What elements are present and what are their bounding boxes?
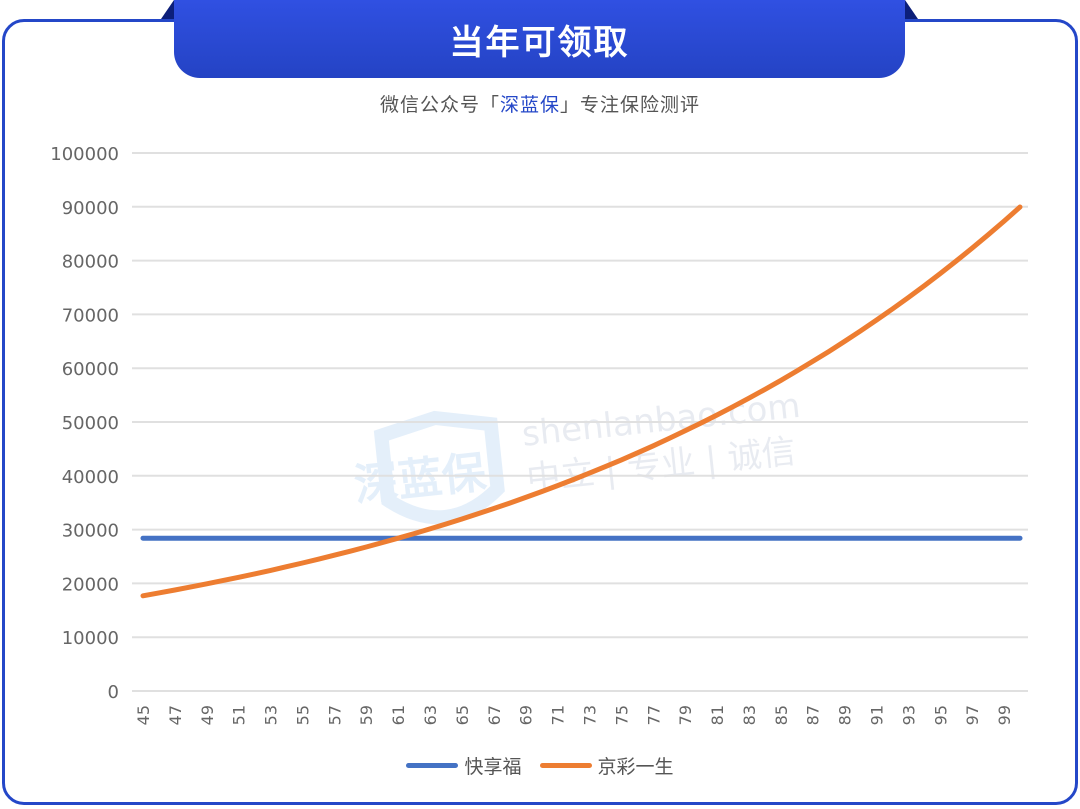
y-tick-label: 20000 <box>62 574 119 595</box>
x-tick-label: 47 <box>166 705 185 725</box>
title-banner: 当年可领取 <box>174 0 905 78</box>
legend-swatch-orange <box>539 763 592 768</box>
y-tick-label: 90000 <box>62 198 119 219</box>
x-tick-label: 77 <box>644 705 663 725</box>
x-tick-label: 75 <box>612 705 631 725</box>
chart-frame <box>2 19 1078 805</box>
x-tick-label: 69 <box>517 705 536 725</box>
legend-item-jingcaiyisheng[interactable]: 京彩一生 <box>539 752 674 779</box>
x-tick-label: 61 <box>389 705 408 725</box>
y-tick-label: 50000 <box>62 413 119 434</box>
x-tick-label: 67 <box>485 705 504 725</box>
subtitle-prefix: 微信公众号「 <box>379 94 500 116</box>
x-tick-label: 55 <box>293 705 312 725</box>
chart-subtitle: 微信公众号「深蓝保」专注保险测评 <box>0 90 1080 117</box>
series-line-1[interactable] <box>140 204 1023 599</box>
x-tick-label: 97 <box>963 705 982 725</box>
x-tick-label: 57 <box>325 705 344 725</box>
x-tick-label: 83 <box>740 705 759 725</box>
x-tick-label: 53 <box>262 705 281 725</box>
legend-swatch-blue <box>406 763 459 768</box>
title-tab-fold-right <box>905 0 918 19</box>
x-tick-label: 85 <box>772 705 791 725</box>
title-tab-fold-left <box>161 0 174 19</box>
x-tick-label: 45 <box>134 705 153 725</box>
x-tick-label: 73 <box>580 705 599 725</box>
x-tick-label: 81 <box>708 705 727 725</box>
legend-item-kuaixiangfu[interactable]: 快享福 <box>406 752 522 779</box>
legend-label: 快享福 <box>464 756 522 778</box>
x-tick-label: 95 <box>931 705 950 725</box>
y-tick-label: 70000 <box>62 305 119 326</box>
y-axis: 0 10000 20000 30000 40000 50000 60000 70000 8000… <box>50 144 119 703</box>
y-tick-label: 80000 <box>62 252 119 273</box>
x-tick-label: 89 <box>836 705 855 725</box>
x-tick-label: 87 <box>804 705 823 725</box>
y-tick-label: 60000 <box>62 359 119 380</box>
x-tick-label: 51 <box>230 705 249 725</box>
x-tick-label: 49 <box>198 705 217 725</box>
series-lines <box>140 204 1023 599</box>
legend: 快享福 京彩一生 <box>0 752 1080 779</box>
x-tick-label: 63 <box>421 705 440 725</box>
x-tick-label: 65 <box>453 705 472 725</box>
grid-lines <box>132 152 1028 692</box>
x-tick-label: 59 <box>357 705 376 725</box>
subtitle-brand: 深蓝保 <box>499 94 560 116</box>
legend-label: 京彩一生 <box>597 756 674 778</box>
y-tick-label: 40000 <box>62 467 119 488</box>
x-tick-label: 99 <box>995 705 1014 725</box>
x-tick-label: 71 <box>549 705 568 725</box>
y-tick-label: 10000 <box>62 628 119 649</box>
x-tick-label: 93 <box>899 705 918 725</box>
subtitle-suffix: 」专注保险测评 <box>560 94 701 116</box>
y-tick-label: 100000 <box>50 144 119 165</box>
y-tick-label: 30000 <box>62 521 119 542</box>
y-tick-label: 0 <box>108 682 119 703</box>
x-tick-label: 91 <box>867 705 886 725</box>
x-tick-label: 79 <box>676 705 695 725</box>
chart-title: 当年可领取 <box>449 22 630 63</box>
x-axis: 45 47 49 51 53 55 57 59 61 63 65 67 69 71 73 75 77 79 81 83… <box>134 705 1014 725</box>
